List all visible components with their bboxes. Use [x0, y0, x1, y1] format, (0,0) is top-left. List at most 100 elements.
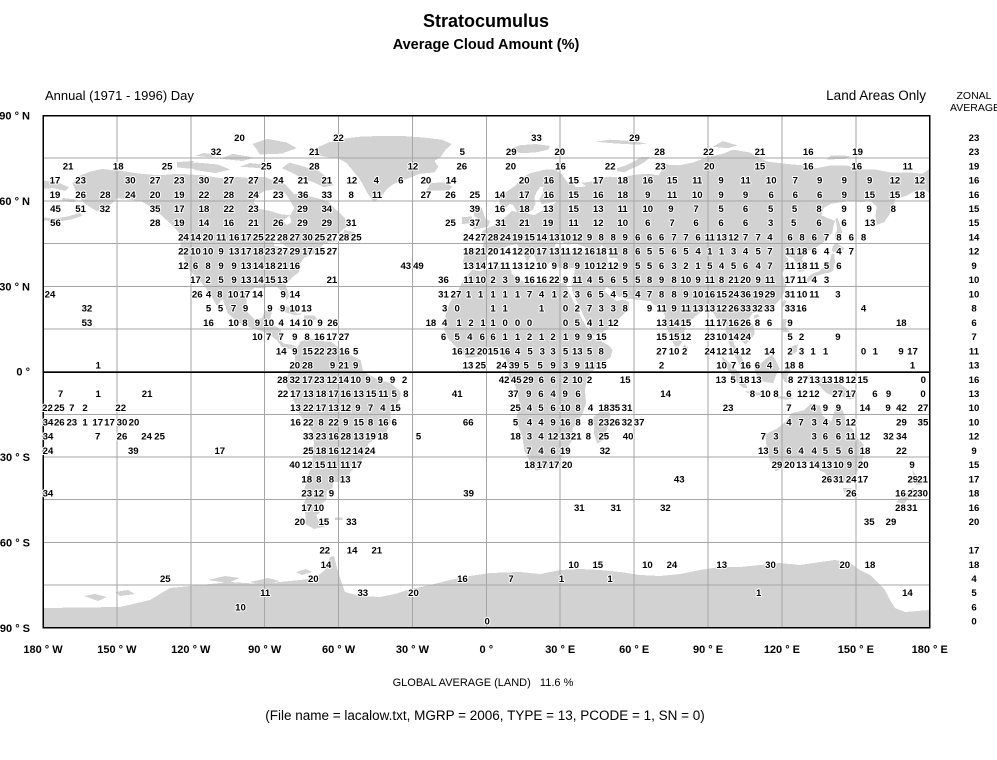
svg-text:6: 6 — [441, 332, 446, 343]
svg-text:10: 10 — [350, 375, 361, 386]
svg-text:9: 9 — [550, 361, 555, 372]
svg-text:10: 10 — [313, 503, 324, 514]
svg-text:18: 18 — [596, 247, 607, 258]
svg-text:22: 22 — [605, 161, 616, 172]
svg-text:8: 8 — [242, 318, 248, 329]
svg-text:9: 9 — [756, 275, 761, 286]
svg-text:11: 11 — [585, 361, 596, 372]
svg-text:11: 11 — [618, 204, 629, 215]
svg-text:11: 11 — [846, 432, 857, 443]
svg-text:11: 11 — [797, 275, 808, 286]
svg-text:7: 7 — [95, 432, 100, 443]
svg-text:16: 16 — [289, 261, 300, 272]
svg-text:28: 28 — [339, 233, 350, 244]
svg-text:10: 10 — [766, 176, 777, 187]
svg-text:3: 3 — [575, 289, 580, 300]
svg-text:3: 3 — [768, 218, 773, 229]
svg-text:32: 32 — [289, 375, 300, 386]
svg-text:28: 28 — [277, 233, 288, 244]
svg-text:33: 33 — [321, 190, 332, 201]
svg-text:4: 4 — [743, 247, 749, 258]
svg-text:30: 30 — [302, 233, 313, 244]
svg-text:17: 17 — [214, 446, 225, 457]
svg-text:8: 8 — [659, 289, 665, 300]
svg-text:45: 45 — [511, 375, 522, 386]
svg-text:9: 9 — [231, 261, 236, 272]
svg-text:7: 7 — [69, 403, 74, 414]
svg-text:6: 6 — [793, 190, 798, 201]
svg-text:23: 23 — [704, 332, 715, 343]
svg-text:5: 5 — [599, 275, 605, 286]
svg-text:9: 9 — [668, 204, 673, 215]
svg-text:1: 1 — [503, 289, 509, 300]
svg-text:0: 0 — [563, 304, 568, 315]
svg-text:13: 13 — [463, 261, 474, 272]
svg-text:4: 4 — [824, 247, 830, 258]
svg-text:10: 10 — [190, 247, 201, 258]
svg-text:16: 16 — [969, 176, 980, 187]
svg-text:16: 16 — [803, 147, 814, 158]
svg-text:120 ° W: 120 ° W — [171, 644, 211, 656]
svg-text:9: 9 — [885, 403, 890, 414]
svg-text:66: 66 — [463, 418, 474, 429]
svg-text:12: 12 — [740, 346, 751, 357]
svg-text:26: 26 — [728, 304, 739, 315]
svg-text:11: 11 — [741, 176, 752, 187]
svg-text:14: 14 — [728, 346, 739, 357]
svg-text:29: 29 — [907, 474, 918, 485]
svg-text:12: 12 — [845, 375, 856, 386]
svg-text:0: 0 — [920, 389, 925, 400]
svg-text:2: 2 — [563, 375, 568, 386]
svg-text:14: 14 — [199, 218, 210, 229]
svg-text:22: 22 — [319, 546, 330, 557]
svg-text:14: 14 — [289, 289, 300, 300]
svg-text:6: 6 — [398, 176, 403, 187]
svg-text:13: 13 — [796, 460, 807, 471]
svg-text:17: 17 — [488, 261, 499, 272]
svg-text:26: 26 — [445, 190, 456, 201]
svg-text:3: 3 — [611, 304, 616, 315]
svg-text:43: 43 — [400, 261, 411, 272]
svg-text:31: 31 — [622, 403, 633, 414]
svg-text:18: 18 — [426, 318, 437, 329]
svg-text:7: 7 — [793, 176, 798, 187]
svg-text:10: 10 — [692, 190, 703, 201]
svg-text:ZONAL: ZONAL — [956, 90, 991, 102]
svg-text:5: 5 — [218, 304, 224, 315]
svg-text:4: 4 — [380, 403, 386, 414]
svg-text:17: 17 — [785, 275, 796, 286]
svg-text:7: 7 — [849, 247, 854, 258]
svg-text:19: 19 — [753, 289, 764, 300]
svg-text:29: 29 — [297, 204, 308, 215]
svg-text:20: 20 — [554, 147, 565, 158]
svg-text:2: 2 — [490, 275, 495, 286]
svg-text:7: 7 — [731, 361, 736, 372]
svg-text:9: 9 — [280, 304, 285, 315]
svg-text:17: 17 — [290, 389, 301, 400]
svg-text:13: 13 — [704, 304, 715, 315]
svg-text:22: 22 — [178, 247, 189, 258]
svg-text:7: 7 — [971, 332, 976, 343]
svg-text:20: 20 — [477, 346, 488, 357]
svg-text:5: 5 — [707, 261, 713, 272]
svg-text:9: 9 — [847, 460, 852, 471]
svg-text:16: 16 — [290, 418, 301, 429]
svg-text:27: 27 — [277, 247, 288, 258]
svg-text:13: 13 — [716, 233, 727, 244]
svg-text:31: 31 — [610, 503, 621, 514]
svg-text:18: 18 — [510, 432, 521, 443]
svg-text:6: 6 — [767, 318, 772, 329]
svg-text:5: 5 — [599, 289, 605, 300]
svg-text:17: 17 — [316, 403, 327, 414]
svg-text:24: 24 — [704, 346, 715, 357]
svg-text:16: 16 — [457, 574, 468, 585]
svg-text:13: 13 — [693, 304, 704, 315]
svg-text:17: 17 — [536, 247, 547, 258]
svg-text:3: 3 — [503, 275, 508, 286]
svg-text:14: 14 — [353, 446, 364, 457]
svg-text:13: 13 — [865, 218, 876, 229]
svg-text:5: 5 — [824, 261, 830, 272]
svg-text:6: 6 — [538, 389, 543, 400]
svg-text:4: 4 — [811, 403, 817, 414]
svg-text:13: 13 — [572, 346, 583, 357]
